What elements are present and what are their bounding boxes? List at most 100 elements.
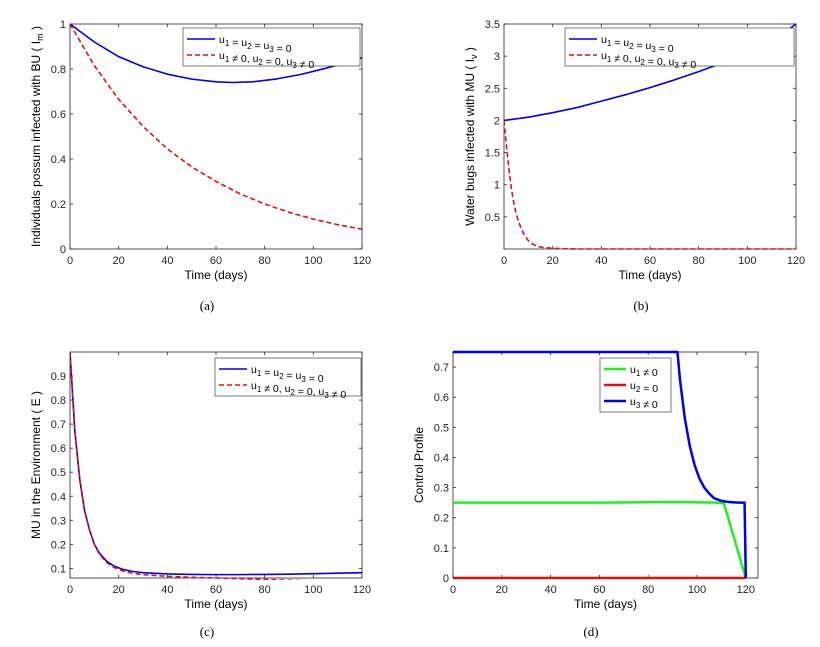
y-tick-label: 0.2 — [434, 513, 449, 525]
y-axis-label-subscript: v — [469, 54, 479, 59]
x-tick-label: 80 — [259, 584, 271, 596]
x-tick-label: 100 — [304, 255, 322, 267]
legend-label-2: u1 ≠ 0, u2 = 0, u3 ≠ 0 — [251, 380, 346, 401]
y-tick-label: 0.4 — [434, 452, 449, 464]
y-tick-label: 0.1 — [51, 563, 66, 575]
y-axis-label-end: ) — [463, 47, 477, 54]
x-axis-label: Time (days) — [574, 597, 637, 611]
x-axis-label: Time (days) — [185, 268, 248, 282]
x-tick-label: 60 — [210, 584, 222, 596]
x-tick-label: 100 — [688, 584, 706, 596]
x-tick-label: 40 — [161, 255, 173, 267]
panel-c: 0 20 40 60 80 100 120 0.1 0.2 0.3 0.4 0.5 0.6 0.7 0.8 0… — [29, 351, 371, 639]
x-tick-label: 20 — [547, 255, 559, 267]
y-tick-label: 0 — [443, 573, 449, 585]
panel-caption: (c) — [200, 624, 214, 639]
y-tick-label: 0.7 — [51, 419, 66, 431]
y-tick-label: 0.4 — [51, 491, 66, 503]
y-tick-label: 2 — [494, 115, 500, 127]
y-tick-label: 0.8 — [51, 395, 66, 407]
series-line-2 — [504, 120, 796, 250]
panel-caption: (d) — [583, 624, 598, 639]
y-axis-label-main: Water bugs infected with MU ( I — [463, 59, 477, 226]
panel-d: 0 20 40 60 80 100 120 0 0.1 0.2 0.3 0.4 0.5 0.6 0.7 Tim… — [412, 350, 759, 639]
legend-label-3: u3 ≠ 0 — [630, 396, 658, 411]
series-line-2 — [70, 351, 311, 580]
y-tick-label: 0.3 — [434, 483, 449, 495]
y-tick-label: 1.5 — [485, 148, 500, 160]
x-tick-label: 60 — [644, 255, 656, 267]
series-line-1 — [70, 23, 363, 84]
panel-caption: (b) — [633, 298, 648, 313]
panel-b: 0 20 40 60 80 100 120 0.5 1 1.5 2 2.5 3 3.5 Time (days… — [463, 19, 805, 313]
x-axis-label: Time (days) — [619, 268, 682, 282]
x-axis-label: Time (days) — [185, 597, 248, 611]
legend: u1 ≠ 0u2 = 0u3 ≠ 0 — [599, 357, 672, 413]
y-tick-label: 0.4 — [51, 154, 66, 166]
x-tick-label: 40 — [595, 255, 607, 267]
x-tick-label: 120 — [787, 255, 805, 267]
legend-label-1: u1 = u2 = u3 = 0 — [601, 34, 674, 55]
y-axis-label-main: MU in the Environment ( E ) — [29, 391, 43, 539]
y-tick-label: 0.7 — [434, 362, 449, 374]
y-tick-label: 0.1 — [434, 543, 449, 555]
y-tick-label: 0.6 — [434, 392, 449, 404]
x-tick-label: 20 — [496, 584, 508, 596]
y-axis-label-subscript: m — [35, 33, 45, 41]
y-axis-label: Water bugs infected with MU ( Iv ) — [463, 47, 479, 226]
y-axis-label-main: Individuals possum infected with BU ( I — [29, 41, 43, 247]
x-tick-label: 0 — [501, 255, 507, 267]
y-tick-label: 0.3 — [51, 515, 66, 527]
legend-label-1: u1 ≠ 0 — [630, 364, 658, 379]
series-line-3 — [453, 350, 748, 579]
y-tick-label: 1 — [60, 19, 66, 31]
y-axis-label: MU in the Environment ( E ) — [29, 391, 43, 539]
y-axis-label-end: ) — [29, 26, 43, 33]
x-tick-label: 120 — [737, 584, 755, 596]
series-line-2 — [70, 23, 363, 230]
x-tick-label: 80 — [642, 584, 654, 596]
y-tick-label: 0.5 — [51, 467, 66, 479]
y-axis-label: Individuals possum infected with BU ( Im… — [29, 26, 45, 247]
x-tick-label: 20 — [113, 584, 125, 596]
y-tick-label: 0.2 — [51, 539, 66, 551]
y-tick-label: 0.6 — [51, 443, 66, 455]
x-tick-label: 0 — [67, 255, 73, 267]
series-line-1 — [70, 351, 363, 576]
y-axis-label-main: Control Profile — [412, 427, 426, 503]
y-tick-label: 3.5 — [485, 19, 500, 31]
legend-box — [182, 27, 361, 67]
y-tick-label: 0.6 — [51, 109, 66, 121]
x-tick-label: 0 — [67, 584, 73, 596]
y-tick-label: 0.5 — [434, 422, 449, 434]
x-tick-label: 80 — [259, 255, 271, 267]
x-tick-label: 120 — [353, 584, 371, 596]
x-tick-label: 100 — [304, 584, 322, 596]
y-tick-label: 2.5 — [485, 83, 500, 95]
y-tick-label: 3 — [494, 51, 500, 63]
y-tick-label: 0.9 — [51, 371, 66, 383]
legend-label-1: u1 = u2 = u3 = 0 — [251, 364, 324, 385]
series-line-1 — [453, 500, 747, 579]
y-tick-label: 1 — [494, 180, 500, 192]
legend-label-2: u1 ≠ 0, u2 = 0, u3 ≠ 0 — [219, 50, 314, 71]
panel-a: 0 20 40 60 80 100 120 0 0.2 0.4 0.6 0.8 1 Time (days)… — [29, 19, 371, 313]
x-tick-label: 120 — [353, 255, 371, 267]
x-tick-label: 60 — [210, 255, 222, 267]
x-tick-label: 40 — [161, 584, 173, 596]
panel-caption: (a) — [200, 298, 214, 313]
legend: u1 = u2 = u3 = 0u1 ≠ 0, u2 = 0, u3 ≠ 0 — [214, 357, 362, 401]
y-tick-label: 0.8 — [51, 64, 66, 76]
x-tick-label: 100 — [738, 255, 756, 267]
legend-box — [214, 357, 362, 397]
x-tick-label: 60 — [593, 584, 605, 596]
y-tick-label: 0.5 — [485, 212, 500, 224]
y-tick-label: 0.2 — [51, 199, 66, 211]
legend: u1 = u2 = u3 = 0u1 ≠ 0, u2 = 0, u3 ≠ 0 — [182, 27, 361, 71]
y-axis-label: Control Profile — [412, 427, 426, 503]
x-tick-label: 40 — [544, 584, 556, 596]
legend: u1 = u2 = u3 = 0u1 ≠ 0, u2 = 0, u3 ≠ 0 — [564, 27, 795, 71]
legend-label-2: u2 = 0 — [630, 380, 658, 395]
legend-label-2: u1 ≠ 0, u2 = 0, u3 ≠ 0 — [601, 50, 696, 71]
